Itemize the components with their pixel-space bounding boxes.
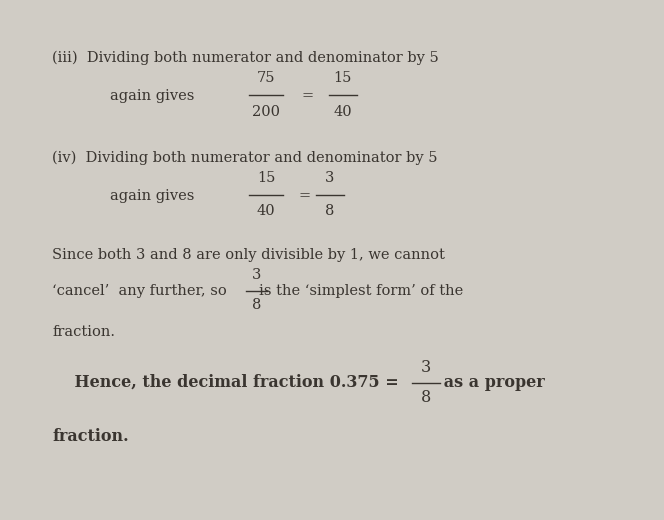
Text: 15: 15 [333, 71, 352, 85]
Text: ‘cancel’  any further, so       is the ‘simplest form’ of the: ‘cancel’ any further, so is the ‘simples… [52, 284, 463, 297]
Text: =: = [301, 89, 313, 103]
Text: 8: 8 [252, 298, 261, 312]
Text: (iv)  Dividing both numerator and denominator by 5: (iv) Dividing both numerator and denomin… [52, 150, 438, 165]
Text: again gives: again gives [110, 89, 194, 103]
Text: 8: 8 [325, 204, 335, 218]
Text: fraction.: fraction. [52, 428, 129, 445]
Text: (iii)  Dividing both numerator and denominator by 5: (iii) Dividing both numerator and denomi… [52, 50, 439, 65]
Text: Hence, the decimal fraction 0.375 =        as a proper: Hence, the decimal fraction 0.375 = as a… [52, 374, 545, 391]
Text: 3: 3 [252, 268, 261, 282]
Text: 15: 15 [257, 171, 276, 185]
Text: again gives: again gives [110, 189, 194, 203]
Text: Since both 3 and 8 are only divisible by 1, we cannot: Since both 3 and 8 are only divisible by… [52, 248, 445, 262]
Text: 75: 75 [257, 71, 276, 85]
Text: 3: 3 [325, 171, 335, 185]
Text: fraction.: fraction. [52, 324, 115, 339]
Text: 40: 40 [333, 105, 352, 119]
Text: 200: 200 [252, 105, 280, 119]
Text: 40: 40 [257, 204, 276, 218]
Text: 3: 3 [421, 359, 431, 376]
Text: =: = [298, 189, 311, 203]
Text: 8: 8 [421, 388, 431, 406]
